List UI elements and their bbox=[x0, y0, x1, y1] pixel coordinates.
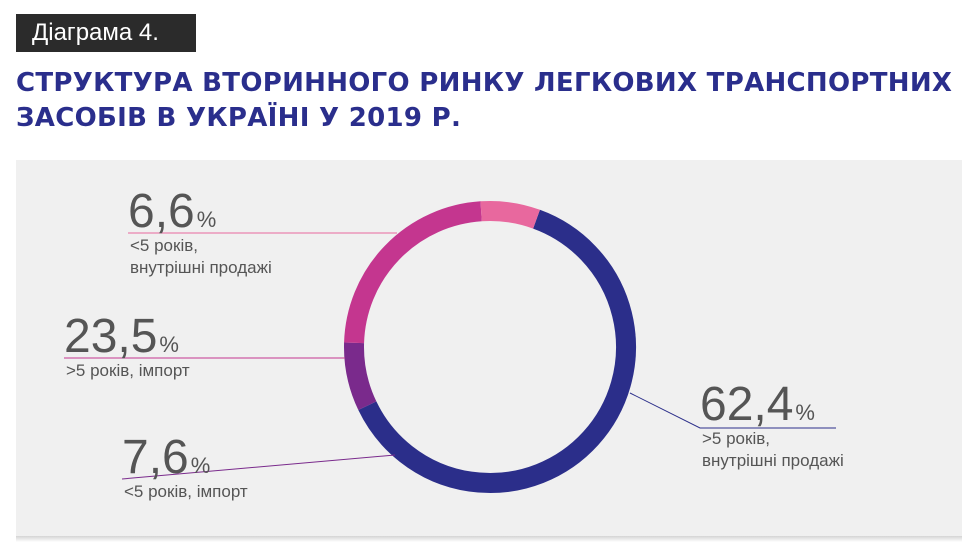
slice-label-1-line-2: внутрішні продажі bbox=[702, 451, 844, 470]
percent-sign: % bbox=[197, 207, 217, 232]
donut-slice-4 bbox=[480, 201, 540, 229]
slice-label-4-line-1: <5 років, bbox=[130, 236, 198, 255]
donut-slice-1 bbox=[358, 209, 636, 493]
percent-sign: % bbox=[191, 453, 211, 478]
slice-label-2-line-1: <5 років, імпорт bbox=[124, 482, 248, 501]
slice-label-1-line-1: >5 років, bbox=[702, 429, 770, 448]
slice-value-1: 62,4% bbox=[700, 378, 815, 431]
chart-title: СТРУКТУРА ВТОРИННОГО РИНКУ ЛЕГКОВИХ ТРАН… bbox=[16, 66, 966, 136]
donut-slice-3 bbox=[344, 201, 482, 344]
diagram-number-tag: Діаграма 4. bbox=[16, 14, 196, 52]
donut-slice-2 bbox=[344, 342, 377, 411]
slice-value-4: 6,6% bbox=[128, 185, 216, 238]
slice-value-2: 7,6% bbox=[122, 431, 210, 484]
slice-label-4-line-2: внутрішні продажі bbox=[130, 258, 272, 277]
percent-sign: % bbox=[159, 332, 179, 357]
leader-line-1 bbox=[629, 392, 836, 429]
panel-shadow bbox=[16, 536, 962, 542]
percent-sign: % bbox=[795, 400, 815, 425]
slice-value-3: 23,5% bbox=[64, 310, 179, 363]
chart-title-line-2: ЗАСОБІВ В УКРАЇНІ У 2019 Р. bbox=[16, 103, 462, 133]
leader-line-2 bbox=[121, 454, 396, 480]
slice-label-3-line-1: >5 років, імпорт bbox=[66, 361, 190, 380]
chart-title-line-1: СТРУКТУРА ВТОРИННОГО РИНКУ ЛЕГКОВИХ ТРАН… bbox=[16, 68, 953, 98]
